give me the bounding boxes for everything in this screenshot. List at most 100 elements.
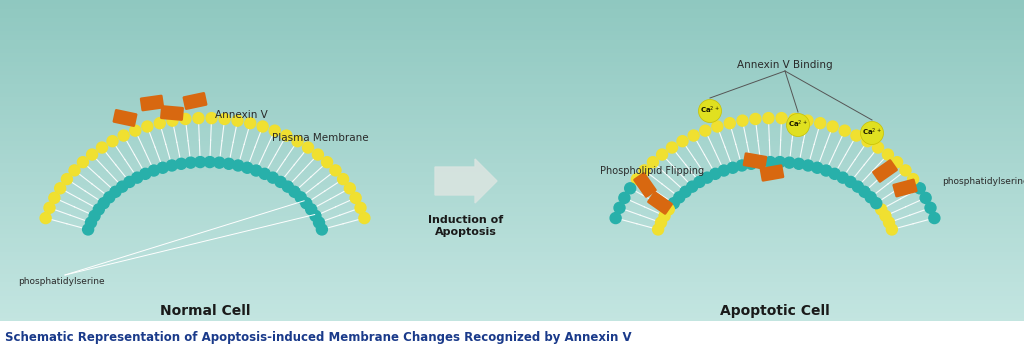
Circle shape bbox=[223, 158, 234, 169]
Circle shape bbox=[281, 130, 292, 141]
Bar bbox=[0, 251, 1024, 256]
Circle shape bbox=[647, 157, 658, 168]
Bar bbox=[0, 110, 1024, 115]
Text: Plasma Membrane: Plasma Membrane bbox=[271, 133, 369, 143]
Bar bbox=[0, 181, 1024, 185]
Circle shape bbox=[148, 165, 160, 176]
Circle shape bbox=[712, 121, 723, 132]
Circle shape bbox=[110, 186, 121, 197]
Circle shape bbox=[699, 125, 711, 136]
Circle shape bbox=[900, 165, 911, 176]
Circle shape bbox=[656, 149, 668, 160]
Circle shape bbox=[358, 213, 370, 223]
Circle shape bbox=[322, 157, 333, 168]
Circle shape bbox=[625, 183, 636, 194]
Circle shape bbox=[815, 118, 825, 129]
Bar bbox=[0, 327, 1024, 331]
Circle shape bbox=[313, 217, 325, 228]
Circle shape bbox=[195, 157, 206, 168]
Circle shape bbox=[688, 130, 699, 141]
Circle shape bbox=[302, 142, 313, 153]
Circle shape bbox=[829, 168, 840, 179]
Bar bbox=[0, 18, 1024, 22]
Bar bbox=[0, 243, 1024, 247]
Bar bbox=[0, 265, 1024, 269]
Bar bbox=[0, 278, 1024, 282]
Bar bbox=[0, 318, 1024, 322]
Circle shape bbox=[680, 186, 691, 197]
Circle shape bbox=[312, 149, 324, 160]
Circle shape bbox=[701, 172, 713, 183]
Circle shape bbox=[219, 113, 230, 125]
Bar bbox=[0, 79, 1024, 84]
Circle shape bbox=[245, 118, 256, 129]
Bar bbox=[0, 22, 1024, 26]
Bar bbox=[0, 137, 1024, 141]
Circle shape bbox=[85, 217, 96, 228]
Circle shape bbox=[669, 198, 679, 209]
Circle shape bbox=[232, 115, 243, 126]
Bar bbox=[0, 269, 1024, 274]
Circle shape bbox=[755, 157, 766, 168]
Circle shape bbox=[859, 186, 870, 197]
Bar bbox=[0, 93, 1024, 97]
FancyBboxPatch shape bbox=[633, 172, 656, 198]
Circle shape bbox=[652, 224, 664, 235]
Circle shape bbox=[610, 213, 622, 223]
Bar bbox=[0, 221, 1024, 225]
Circle shape bbox=[289, 186, 300, 197]
Circle shape bbox=[659, 210, 670, 221]
Bar bbox=[0, 185, 1024, 190]
Circle shape bbox=[180, 113, 190, 125]
Circle shape bbox=[108, 136, 118, 147]
Bar bbox=[0, 124, 1024, 128]
Bar bbox=[0, 321, 1024, 353]
Circle shape bbox=[765, 157, 776, 168]
Text: Induction of
Apoptosis: Induction of Apoptosis bbox=[428, 215, 504, 237]
Circle shape bbox=[118, 130, 129, 141]
Bar bbox=[0, 212, 1024, 216]
Circle shape bbox=[632, 174, 642, 185]
FancyBboxPatch shape bbox=[742, 152, 767, 170]
Circle shape bbox=[914, 183, 926, 194]
Circle shape bbox=[301, 198, 311, 209]
Bar bbox=[0, 132, 1024, 137]
Bar bbox=[0, 349, 1024, 353]
Circle shape bbox=[840, 125, 850, 136]
Circle shape bbox=[892, 157, 902, 168]
Circle shape bbox=[774, 157, 785, 168]
Circle shape bbox=[295, 192, 306, 203]
Bar bbox=[0, 256, 1024, 261]
Bar bbox=[0, 145, 1024, 150]
Circle shape bbox=[310, 210, 321, 221]
Circle shape bbox=[802, 115, 813, 126]
Circle shape bbox=[96, 142, 108, 153]
Circle shape bbox=[719, 165, 729, 176]
Circle shape bbox=[736, 160, 748, 171]
Bar bbox=[0, 344, 1024, 349]
Bar bbox=[0, 9, 1024, 13]
Circle shape bbox=[750, 113, 761, 125]
Circle shape bbox=[117, 181, 128, 192]
Bar bbox=[0, 53, 1024, 57]
Bar bbox=[0, 208, 1024, 212]
Circle shape bbox=[54, 183, 66, 194]
Circle shape bbox=[803, 160, 814, 171]
Circle shape bbox=[167, 115, 178, 126]
Bar bbox=[0, 115, 1024, 119]
Bar bbox=[0, 57, 1024, 62]
Circle shape bbox=[316, 224, 328, 235]
Circle shape bbox=[677, 136, 688, 147]
Circle shape bbox=[880, 210, 891, 221]
Bar bbox=[0, 44, 1024, 49]
Bar bbox=[0, 35, 1024, 40]
Bar bbox=[0, 190, 1024, 194]
Bar bbox=[0, 49, 1024, 53]
Bar bbox=[0, 159, 1024, 163]
Bar bbox=[0, 309, 1024, 313]
Circle shape bbox=[838, 172, 848, 183]
Bar bbox=[0, 261, 1024, 265]
Circle shape bbox=[350, 192, 361, 203]
Circle shape bbox=[794, 158, 804, 169]
Bar bbox=[0, 163, 1024, 168]
